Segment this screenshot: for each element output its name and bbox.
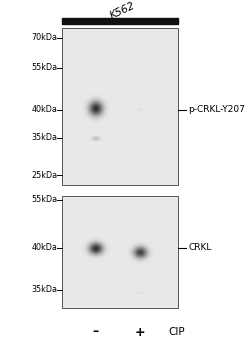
Text: 55kDa: 55kDa <box>31 196 57 204</box>
Text: 70kDa: 70kDa <box>31 34 57 42</box>
Bar <box>62 18 178 24</box>
Text: +: + <box>135 326 145 338</box>
Text: K562: K562 <box>109 0 137 21</box>
Bar <box>62 28 178 185</box>
Text: 55kDa: 55kDa <box>31 63 57 72</box>
Text: 25kDa: 25kDa <box>31 170 57 180</box>
Text: 35kDa: 35kDa <box>31 286 57 294</box>
Text: CRKL: CRKL <box>188 244 211 252</box>
Text: –: – <box>92 326 98 338</box>
Text: p-CRKL-Y207: p-CRKL-Y207 <box>188 105 245 114</box>
Text: 40kDa: 40kDa <box>31 244 57 252</box>
Text: 40kDa: 40kDa <box>31 105 57 114</box>
Text: 35kDa: 35kDa <box>31 133 57 142</box>
Bar <box>62 196 178 308</box>
Text: CIP: CIP <box>168 327 185 337</box>
